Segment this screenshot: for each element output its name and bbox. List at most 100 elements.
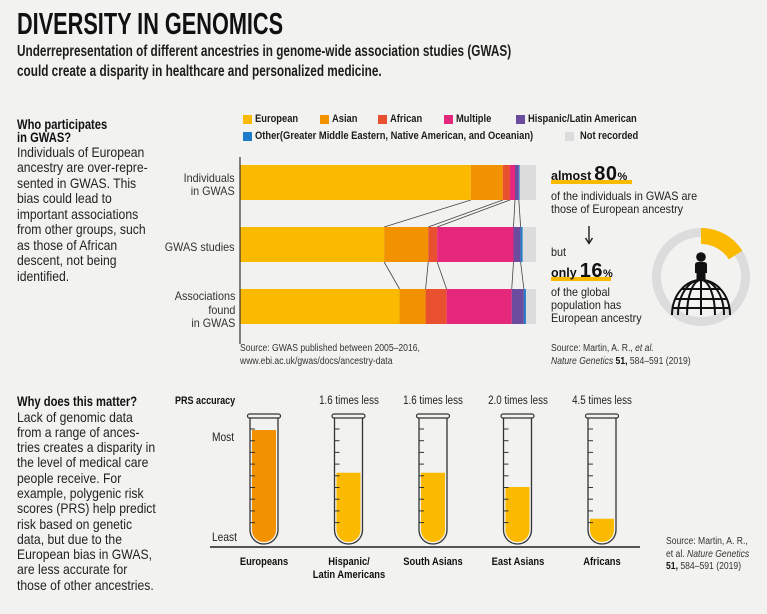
bar-segment-multiple	[446, 289, 512, 324]
test-tube-hispanic-latin-americans	[331, 413, 366, 545]
bar-segment-european	[240, 165, 471, 200]
bar-segment-not-recorded	[519, 165, 536, 200]
source-volume: 51,	[666, 561, 678, 572]
bar-segment-other	[523, 289, 526, 324]
callout-connector: but	[551, 245, 567, 259]
donut-slice-european	[700, 228, 743, 260]
legend-item-european: European	[243, 113, 298, 125]
source-text: et al.	[666, 548, 688, 560]
connector-line	[518, 199, 522, 228]
bar-label-line: GWAS studies	[165, 240, 235, 254]
section-body-line: are less accurate for	[17, 561, 128, 578]
section-body-line: the level of medical care	[17, 454, 149, 471]
section-body-line: Individuals of European	[17, 143, 145, 160]
callout-line: population has	[551, 298, 622, 312]
source-line: www.ebi.ac.uk/gwas/docs/ancestry-data	[240, 355, 393, 367]
callout-unit: %	[602, 268, 613, 280]
category-label-line: Latin Americans	[312, 569, 385, 581]
legend-item-multiple: Multiple	[444, 113, 491, 125]
legend-swatch	[516, 114, 525, 124]
tube-outline	[249, 418, 279, 545]
legend-item-not-recorded: Not recorded	[565, 130, 638, 142]
highlight-underline	[551, 180, 632, 184]
bar-label-line: in GWAS	[190, 316, 235, 330]
prs-accuracy-tube-chart	[210, 413, 640, 548]
source-text-italic: et al.	[635, 343, 654, 354]
callout-value: 16	[579, 260, 603, 282]
legend-swatch	[444, 114, 453, 124]
source-line: Nature Genetics 51, 584–591 (2019)	[551, 356, 691, 369]
section-heading: in GWAS?	[17, 129, 72, 145]
category-label-line: East Asians	[491, 556, 544, 568]
category-label-line: Hispanic/	[327, 556, 370, 568]
section-body-line: ancestry are over-repre-	[17, 159, 148, 175]
source-volume: 51,	[615, 355, 628, 367]
test-tube-east-asians	[500, 413, 535, 545]
connector-line	[520, 261, 525, 290]
legend-label: Asian	[332, 113, 358, 125]
tube-outline	[587, 418, 617, 545]
connector-line	[436, 199, 511, 228]
source-line: Source: Martin, A. R.,	[666, 536, 748, 547]
category-label-line: Africans	[583, 556, 621, 568]
bar-segment-other	[518, 165, 520, 200]
tube-rim	[331, 413, 366, 419]
callout-gwas-share: almost 80%	[551, 164, 627, 187]
tube-fill	[421, 472, 445, 542]
category-label-hispanic: Hispanic/ Latin Americans	[312, 556, 384, 582]
legend-label: African	[390, 113, 423, 125]
source-line: 51, 584–591 (2019)	[666, 561, 749, 574]
bar-segment-african	[425, 289, 447, 324]
bar-label-associations-found: Associations found in GWAS	[174, 289, 235, 331]
matter-section-text: Why does this matter? Lack of genomic da…	[17, 392, 177, 594]
section-body-line: those of other ancestries.	[17, 576, 154, 593]
category-label-south-asians: South Asians	[403, 556, 462, 569]
connector-line	[513, 199, 516, 228]
data-label-africans: 4.5 times less	[572, 395, 632, 407]
connector-line	[384, 199, 471, 228]
bar-segment-multiple	[509, 165, 515, 200]
section-body-line: Lack of genomic data	[17, 408, 133, 425]
globe-icon	[671, 279, 731, 316]
y-axis-label-least: Least	[212, 530, 237, 544]
section-body-line: identified.	[17, 267, 70, 284]
bar-segment-african	[502, 165, 510, 200]
bar-label-line: found	[207, 302, 235, 317]
section-heading: Why does this matter?	[17, 392, 138, 409]
connector-line	[383, 261, 400, 290]
bar-segments	[240, 165, 536, 324]
highlight-underline	[551, 277, 611, 281]
connector-line	[428, 199, 503, 228]
arrow-down-icon	[584, 226, 594, 245]
test-tubes	[246, 413, 620, 545]
global-share-donut-chart	[652, 228, 750, 326]
category-label-line: Europeans	[239, 556, 289, 568]
legend-label: European	[255, 113, 299, 125]
callout-value: 80	[594, 163, 618, 185]
bar-segment-other	[520, 227, 523, 262]
source-journal: Nature Genetics	[551, 355, 616, 367]
page-title: DIVERSITY IN GENOMICS	[17, 6, 284, 41]
bar-label-line: Associations	[174, 289, 235, 303]
section-body-line: tries creates a disparity in	[17, 439, 156, 456]
bar-segment-asian	[470, 165, 503, 200]
source-line: Source: GWAS published between 2005–2016…	[240, 343, 420, 354]
data-label-east-asians: 2.0 times less	[487, 395, 548, 407]
test-tube-africans	[584, 413, 620, 545]
category-label-europeans: Europeans	[240, 556, 288, 569]
tube-outline	[333, 418, 364, 545]
y-axis-label-most: Most	[212, 430, 235, 444]
callout-prefix: only	[551, 266, 577, 280]
callout-line: of the individuals in GWAS are	[551, 189, 698, 203]
category-label-line: South Asians	[403, 556, 463, 568]
section-body-line: from other groups, such	[17, 221, 146, 237]
section-body-line: people receive. For	[17, 469, 122, 486]
section-body-line: scores (PRS) help predict	[17, 500, 156, 517]
source-global-share: Source: Martin, A. R., et al. Nature Gen…	[551, 343, 691, 368]
tube-rim	[584, 413, 620, 419]
legend-swatch	[565, 131, 574, 141]
source-journal: Nature Genetics	[687, 548, 750, 560]
tube-fill	[336, 472, 361, 542]
source-prs: Source: Martin, A. R., et al. Nature Gen…	[666, 536, 749, 574]
callout-global-description: of the global population has European an…	[551, 286, 642, 325]
